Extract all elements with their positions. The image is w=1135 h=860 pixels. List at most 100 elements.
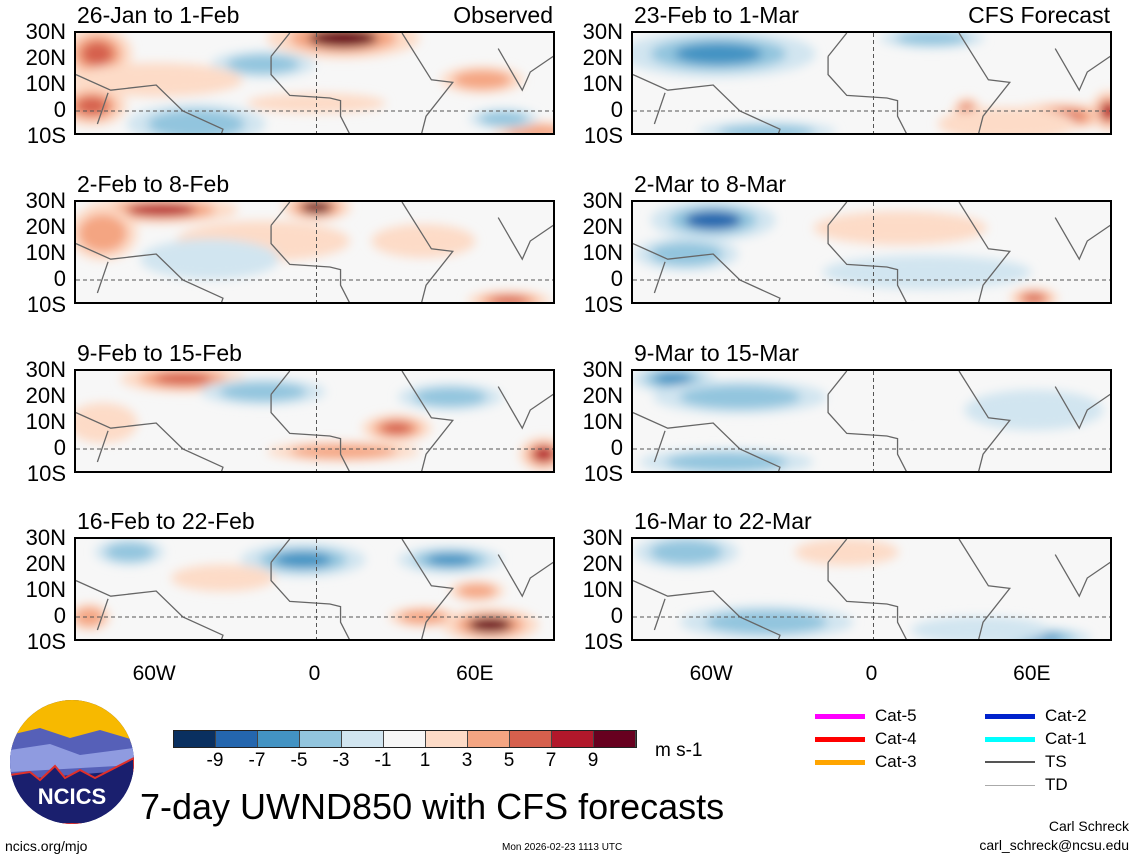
coastlines	[76, 202, 553, 302]
lon-tick-label: 60W	[132, 662, 176, 685]
wind-anomaly	[209, 574, 236, 582]
lat-tick-label: 30N	[582, 188, 623, 213]
map-panel	[631, 537, 1112, 641]
colorbar-tick-label: 9	[587, 750, 599, 771]
map-panel	[631, 31, 1112, 135]
wind-anomaly	[120, 548, 139, 556]
panel-title: 16-Mar to 22-Mar	[634, 508, 812, 534]
colorbar-tick-label: 1	[419, 750, 431, 771]
lat-tick-label: 10N	[582, 409, 623, 434]
wind-anomaly	[749, 129, 784, 133]
legend-item: TD	[985, 775, 1068, 795]
panel-title: 23-Feb to 1-Mar	[634, 2, 799, 28]
lat-tick-label: 10S	[26, 629, 66, 654]
colorbar-tick-label: -1	[374, 750, 392, 771]
footer-timestamp: Mon 2026-02-23 1113 UTC	[502, 842, 623, 853]
track-line-icon	[985, 736, 1035, 742]
wind-anomaly	[697, 215, 729, 226]
lat-tick-label: 20N	[25, 551, 66, 576]
wind-anomaly	[94, 226, 112, 240]
lon-tick-label: 0	[865, 662, 878, 685]
wind-anomaly	[287, 555, 319, 565]
colorbar-swatch	[384, 731, 426, 747]
lat-tick-label: 20N	[25, 383, 66, 408]
panel-label: Observed	[453, 2, 553, 28]
figure-title: 7-day UWND850 with CFS forecasts	[140, 786, 725, 827]
panel-title: 26-Jan to 1-Feb	[77, 2, 240, 28]
wind-anomaly	[250, 60, 277, 68]
lat-tick-label: 0	[610, 603, 623, 628]
wind-anomaly	[410, 236, 437, 246]
lat-tick-label: 10N	[582, 577, 623, 602]
track-line-icon	[985, 784, 1035, 786]
wind-anomaly	[437, 556, 464, 564]
panel-title: 9-Feb to 15-Feb	[77, 340, 242, 366]
wind-anomaly	[494, 116, 513, 122]
track-line-icon	[815, 759, 865, 765]
ncics-logo: NCICS	[10, 700, 134, 824]
colorbar-swatch	[174, 731, 216, 747]
lat-tick-label: 10N	[25, 71, 66, 96]
lon-tick-label: 0	[308, 662, 321, 685]
lat-tick-label: 20N	[25, 214, 66, 239]
colorbar-swatch	[552, 731, 594, 747]
wind-anomaly	[324, 449, 363, 455]
wind-anomaly	[900, 267, 953, 277]
lat-tick-label: 20N	[582, 214, 623, 239]
lat-tick-label: 30N	[25, 357, 66, 382]
wind-anomaly	[694, 47, 743, 60]
wind-anomaly	[83, 100, 101, 111]
colorbar-tick-label: 7	[545, 750, 557, 771]
colorbar-swatch	[594, 731, 636, 747]
legend-item: TS	[985, 752, 1067, 772]
wind-anomaly	[878, 223, 922, 233]
footer-url[interactable]: ncics.org/mjo	[5, 838, 88, 854]
lon-tick-label: 60W	[689, 662, 733, 685]
wind-anomaly	[919, 35, 946, 41]
lat-tick-label: 10N	[582, 240, 623, 265]
lat-tick-label: 10S	[583, 461, 623, 486]
colorbar	[173, 730, 637, 748]
wind-anomaly	[247, 388, 279, 396]
wind-anomaly	[471, 76, 493, 84]
wind-anomaly	[437, 393, 464, 401]
legend-label: TS	[1045, 752, 1067, 771]
wind-anomaly	[1027, 295, 1040, 301]
lat-tick-label: 20N	[582, 383, 623, 408]
wind-anomaly	[718, 392, 762, 402]
track-line-icon	[815, 713, 865, 719]
wind-anomaly	[387, 424, 406, 432]
map-panel	[74, 369, 555, 473]
panel-title: 2-Feb to 8-Feb	[77, 171, 230, 197]
coastlines	[633, 202, 1110, 302]
colorbar-swatch	[258, 731, 300, 747]
lat-tick-label: 20N	[582, 45, 623, 70]
lat-tick-label: 0	[53, 435, 66, 460]
legend-item: Cat-5	[815, 706, 917, 726]
lat-tick-label: 30N	[582, 525, 623, 550]
panel-label: CFS Forecast	[968, 2, 1110, 28]
colorbar-tick-label: 5	[503, 750, 515, 771]
legend-label: Cat-4	[875, 729, 917, 748]
wind-anomaly	[178, 118, 214, 130]
colorbar-tick-label: -5	[290, 750, 308, 771]
footer-email[interactable]: carl_schreck@ncsu.edu	[979, 837, 1129, 853]
legend-label: Cat-1	[1045, 729, 1087, 748]
wind-anomaly	[673, 547, 700, 557]
wind-anomaly	[1104, 105, 1110, 117]
lat-tick-label: 0	[53, 97, 66, 122]
lat-tick-label: 20N	[582, 551, 623, 576]
legend-label: TD	[1045, 775, 1068, 794]
wind-anomaly	[478, 620, 503, 630]
lat-tick-label: 10S	[583, 292, 623, 317]
wind-anomaly	[142, 206, 181, 214]
colorbar-tick-label: -9	[206, 750, 224, 771]
wind-anomaly	[134, 75, 178, 85]
track-line-icon	[985, 761, 1035, 763]
coastlines	[633, 539, 1110, 639]
lat-tick-label: 10N	[582, 71, 623, 96]
colorbar-swatch	[468, 731, 510, 747]
map-panel	[74, 31, 555, 135]
lat-tick-label: 30N	[25, 19, 66, 44]
wind-anomaly	[307, 203, 326, 211]
